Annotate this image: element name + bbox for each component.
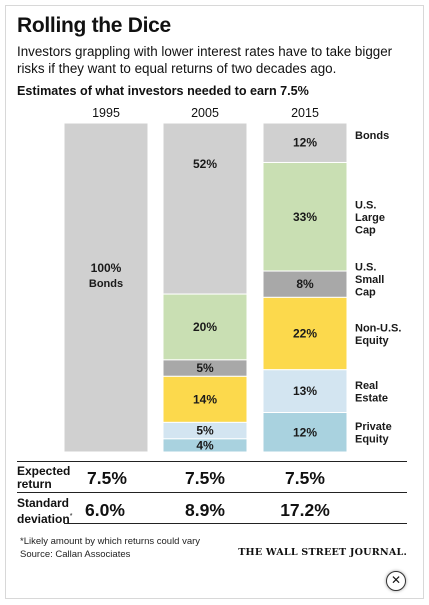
standard-deviation-label: Standard deviation* <box>17 496 73 526</box>
value-label-2005-private-equity: 4% <box>196 438 214 452</box>
legend-label-bonds: Bonds <box>355 130 389 142</box>
value-label-2005-real-estate: 5% <box>196 424 214 438</box>
standard-deviation-1995: 6.0% <box>85 500 125 520</box>
table-divider-top <box>17 461 407 462</box>
bar-2005-private-equity <box>162 438 248 453</box>
expected-return-1995: 7.5% <box>87 468 127 488</box>
source-note: Source: Callan Associates <box>20 549 131 560</box>
legend-label-u-s-small-cap: U.S. Small Cap <box>355 262 384 299</box>
stacked-bar-chart: 100%Bonds52%20%5%14%5%4%12%33%8%22%13%12… <box>63 122 401 453</box>
bar-2015-real-estate <box>262 369 348 414</box>
value-label-2005-u-s-small-cap: 5% <box>196 361 214 375</box>
bar-2015-u-s-large-cap <box>262 161 348 272</box>
value-label-2015-u-s-large-cap: 33% <box>293 210 317 224</box>
expected-return-label: Expected return <box>17 464 71 491</box>
bar-2015-bonds <box>262 122 348 163</box>
table-divider-middle <box>17 492 407 493</box>
legend-label-u-s-large-cap: U.S. Large Cap <box>355 199 385 236</box>
legend-label-real-estate: Real Estate <box>355 380 388 405</box>
footnote: *Likely amount by which returns could va… <box>20 536 201 547</box>
value-label-2005-bonds: 52% <box>193 157 217 171</box>
std-footnote-marker: * <box>69 513 73 520</box>
value-label-2015-real-estate: 13% <box>293 384 317 398</box>
bar-2015-non-u-s-equity <box>262 296 348 371</box>
value-label-2015-non-u-s-equity: 22% <box>293 327 317 341</box>
year-label-2015: 2015 <box>291 106 319 120</box>
value-label-1995-bonds: 100% <box>91 261 122 275</box>
year-label-1995: 1995 <box>92 106 120 120</box>
bar-2015-private-equity <box>262 412 348 453</box>
value-label-2005-non-u-s-equity: 14% <box>193 392 217 406</box>
year-label-2005: 2005 <box>191 106 219 120</box>
bar-2015-u-s-small-cap <box>262 270 348 298</box>
standard-deviation-2015: 17.2% <box>280 500 330 520</box>
value-label-2015-u-s-small-cap: 8% <box>296 277 314 291</box>
page-title: Rolling the Dice <box>17 14 171 37</box>
subtitle: Investors grappling with lower interest … <box>17 44 393 76</box>
legend-label-private-equity: Private Equity <box>355 421 392 446</box>
wsj-logo: THE WALL STREET JOURNAL. <box>238 547 407 558</box>
value-sublabel-1995-bonds: Bonds <box>89 278 123 290</box>
expected-return-2005: 7.5% <box>185 468 225 488</box>
bar-2005-non-u-s-equity <box>162 375 248 423</box>
standard-deviation-2005: 8.9% <box>185 500 225 520</box>
value-label-2015-private-equity: 12% <box>293 425 317 439</box>
bar-1995-bonds <box>63 122 149 453</box>
legend-label-non-u-s-equity: Non-U.S. Equity <box>355 322 401 347</box>
chart-title: Estimates of what investors needed to ea… <box>17 84 309 98</box>
expected-return-2015: 7.5% <box>285 468 325 488</box>
table-divider-bottom <box>64 523 407 524</box>
bar-2005-bonds <box>162 122 248 295</box>
value-label-2015-bonds: 12% <box>293 136 317 150</box>
close-icon[interactable]: ✕ <box>386 571 406 591</box>
value-label-2005-u-s-large-cap: 20% <box>193 320 217 334</box>
